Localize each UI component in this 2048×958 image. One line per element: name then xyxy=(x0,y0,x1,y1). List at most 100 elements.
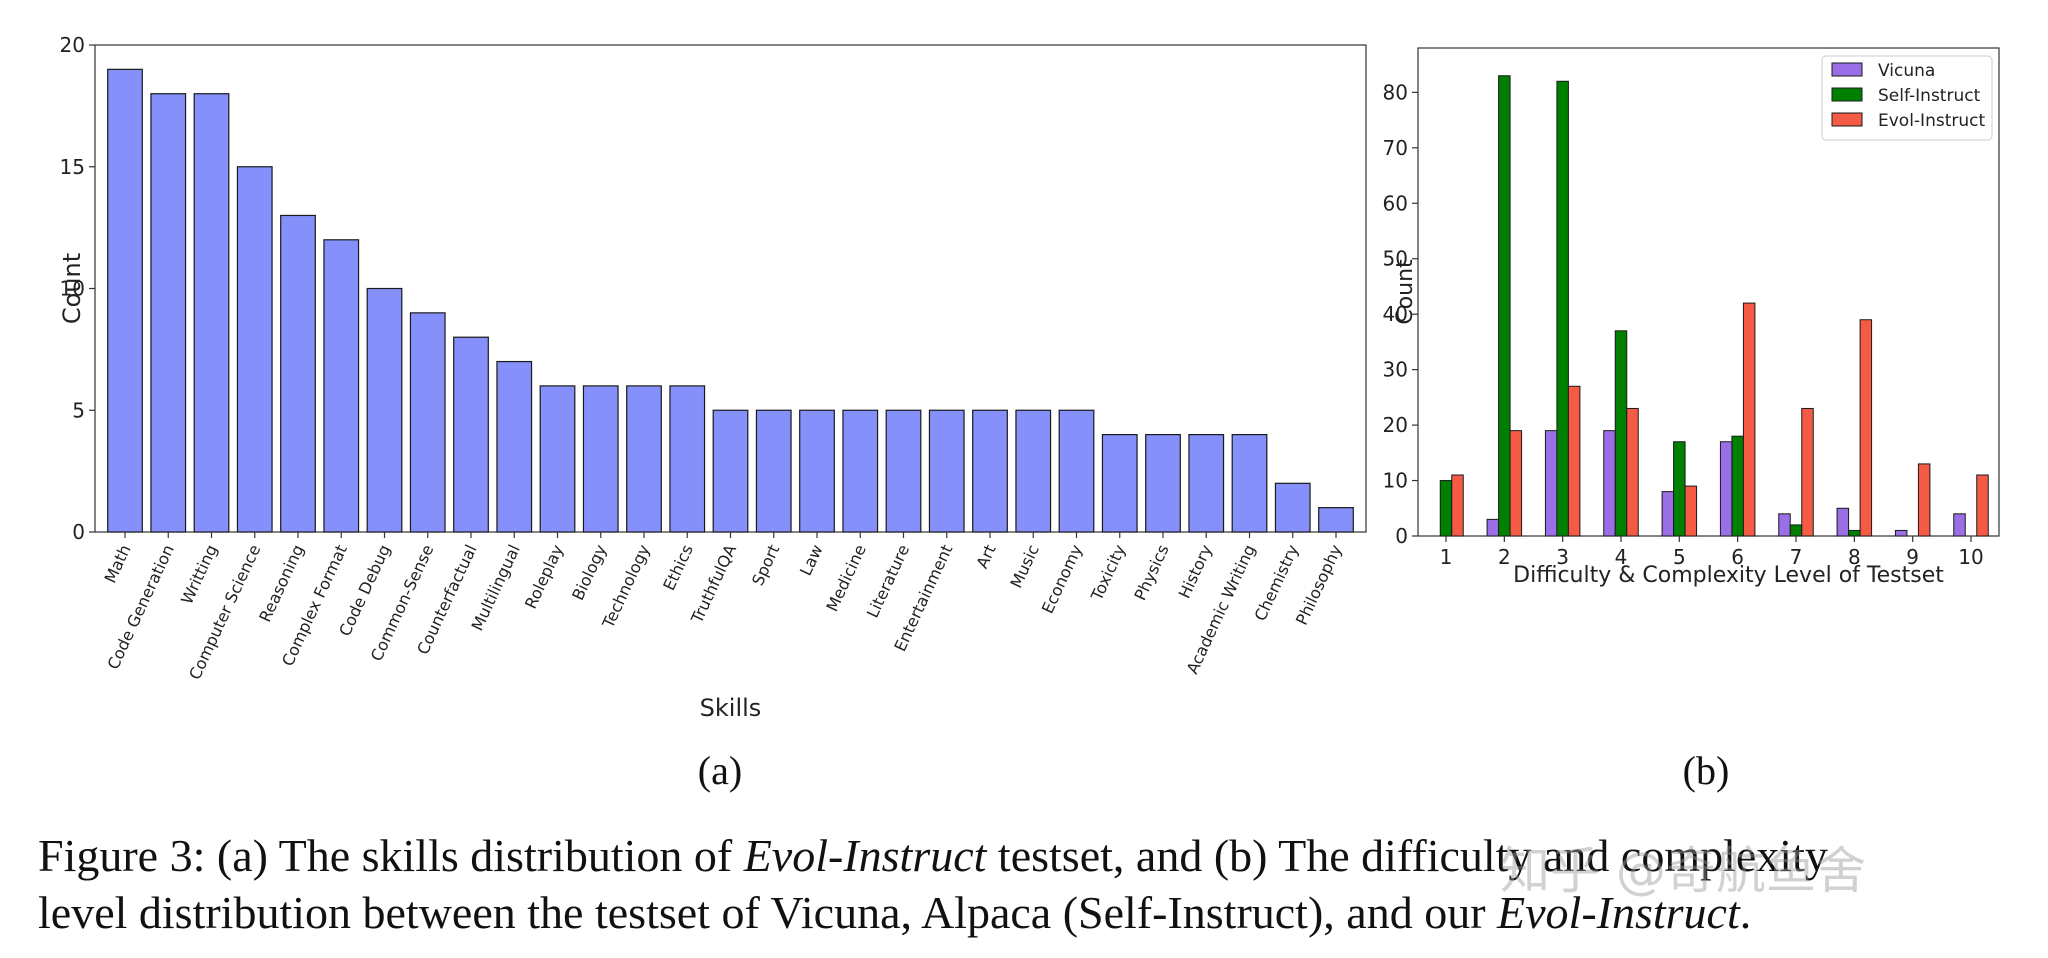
bar-evol-instruct xyxy=(1451,474,1464,537)
caption-segment: Evol-Instruct xyxy=(743,830,988,881)
x-tick-label: 5 xyxy=(1673,545,1686,569)
bar xyxy=(972,409,1008,533)
x-tick-label: 9 xyxy=(1906,545,1919,569)
legend-swatch-evol-instruct xyxy=(1831,112,1863,127)
y-axis-label: Count xyxy=(1393,259,1418,325)
bar-evol-instruct xyxy=(1859,319,1873,537)
x-tick-label: Biology xyxy=(568,542,610,604)
bar xyxy=(1101,434,1138,533)
caption-segment: Figure 3: (a) The skills distribution of xyxy=(38,830,744,881)
x-tick-label: Roleplay xyxy=(521,542,567,612)
legend-swatch-vicuna xyxy=(1831,62,1863,77)
bar xyxy=(928,409,965,533)
y-tick-label: 10 xyxy=(60,277,85,301)
bar-vicuna xyxy=(1661,491,1675,537)
x-tick-label: Physics xyxy=(1130,542,1172,604)
bar-vicuna xyxy=(1953,513,1966,537)
x-tick-label: Math xyxy=(100,542,134,586)
y-tick-label: 80 xyxy=(1383,80,1408,104)
y-tick-label: 50 xyxy=(1383,247,1408,271)
y-tick-label: 30 xyxy=(1383,358,1408,382)
x-tick-label: 7 xyxy=(1790,545,1803,569)
x-tick-label: 6 xyxy=(1731,545,1744,569)
x-tick-label: Ethics xyxy=(659,542,697,594)
x-tick-label: Economy xyxy=(1038,542,1086,617)
x-tick-label: Literature xyxy=(863,542,913,621)
caption-line2: level distribution between the testset o… xyxy=(38,887,1751,938)
bar xyxy=(1318,507,1354,533)
bar xyxy=(885,409,922,533)
bar xyxy=(280,214,316,533)
bar-self-instruct xyxy=(1731,435,1744,537)
bar-self-instruct xyxy=(1789,524,1803,537)
bar-evol-instruct xyxy=(1567,385,1581,537)
x-tick-label: 10 xyxy=(1958,545,1983,569)
bar-vicuna xyxy=(1544,430,1558,537)
x-tick-label: 8 xyxy=(1848,545,1861,569)
bar-vicuna xyxy=(1894,529,1908,537)
bar xyxy=(107,68,143,533)
figure-caption: Figure 3: (a) The skills distribution of… xyxy=(38,830,1828,938)
bar xyxy=(582,385,619,533)
bar-evol-instruct xyxy=(1976,474,1989,537)
bar-vicuna xyxy=(1486,518,1500,537)
x-tick-label: Chemistry xyxy=(1251,542,1303,624)
caption-segment: level distribution between the testset o… xyxy=(38,887,1497,938)
y-tick-label: 10 xyxy=(1383,469,1408,493)
bar-vicuna xyxy=(1836,507,1850,537)
bar-evol-instruct xyxy=(1917,463,1931,537)
bar xyxy=(496,360,533,533)
bar xyxy=(842,409,879,533)
bar xyxy=(755,409,792,533)
y-tick-label: 70 xyxy=(1383,136,1408,160)
bar xyxy=(409,312,446,533)
x-tick-label: 2 xyxy=(1498,545,1511,569)
x-tick-label: Music xyxy=(1006,542,1042,591)
x-tick-label: Sport xyxy=(748,542,783,589)
bar xyxy=(669,385,706,533)
legend-label: Vicuna xyxy=(1878,61,1935,81)
bar-evol-instruct xyxy=(1626,407,1639,537)
y-tick-label: 20 xyxy=(1383,413,1408,437)
panel-label: (b) xyxy=(1683,748,1730,793)
legend: Vicuna Self-Instruct Evol-Instruct xyxy=(1821,55,1993,141)
bar-evol-instruct xyxy=(1509,430,1523,537)
bar xyxy=(453,336,489,533)
bar-evol-instruct xyxy=(1742,302,1756,537)
bar-vicuna xyxy=(1778,513,1791,537)
x-tick-label: 3 xyxy=(1556,545,1569,569)
bar xyxy=(1188,434,1225,533)
bar xyxy=(712,409,749,533)
bar xyxy=(1145,434,1181,533)
legend-label: Evol-Instruct xyxy=(1878,111,1985,131)
x-tick-label: History xyxy=(1175,542,1216,602)
x-tick-label: Toxicity xyxy=(1087,542,1130,605)
bar-self-instruct xyxy=(1439,480,1453,537)
bar xyxy=(799,409,835,533)
x-axis-label: Skills xyxy=(700,694,762,722)
panel-b-difficulty-chart: 1 2 3 4 5 6 7 8 9 10 0 10 20 30 40 50 60 70 80 Count Difficu… xyxy=(1383,47,2000,793)
bar-self-instruct xyxy=(1848,529,1861,537)
bar xyxy=(366,287,403,533)
bar xyxy=(193,93,230,533)
bar xyxy=(539,385,576,533)
plot-frame xyxy=(1417,47,2000,537)
y-tick-label: 0 xyxy=(1395,524,1408,548)
x-tick-label: Law xyxy=(796,542,827,579)
bar xyxy=(236,166,273,533)
bar xyxy=(1015,409,1052,533)
bar xyxy=(626,385,662,533)
y-axis-label: Count xyxy=(58,253,86,324)
legend-box xyxy=(1821,55,1993,141)
watermark: 知乎 @奇航鱼舍 xyxy=(1500,842,1866,900)
caption-line1: Figure 3: (a) The skills distribution of… xyxy=(38,830,1828,881)
bar-vicuna xyxy=(1603,430,1616,537)
y-tick-label: 0 xyxy=(72,520,85,544)
y-tick-label: 20 xyxy=(60,33,85,57)
y-tick-label: 5 xyxy=(72,398,85,422)
bar-vicuna xyxy=(1719,441,1733,537)
caption-segment: Evol-Instruct xyxy=(1496,887,1741,938)
bar-self-instruct xyxy=(1673,441,1686,537)
